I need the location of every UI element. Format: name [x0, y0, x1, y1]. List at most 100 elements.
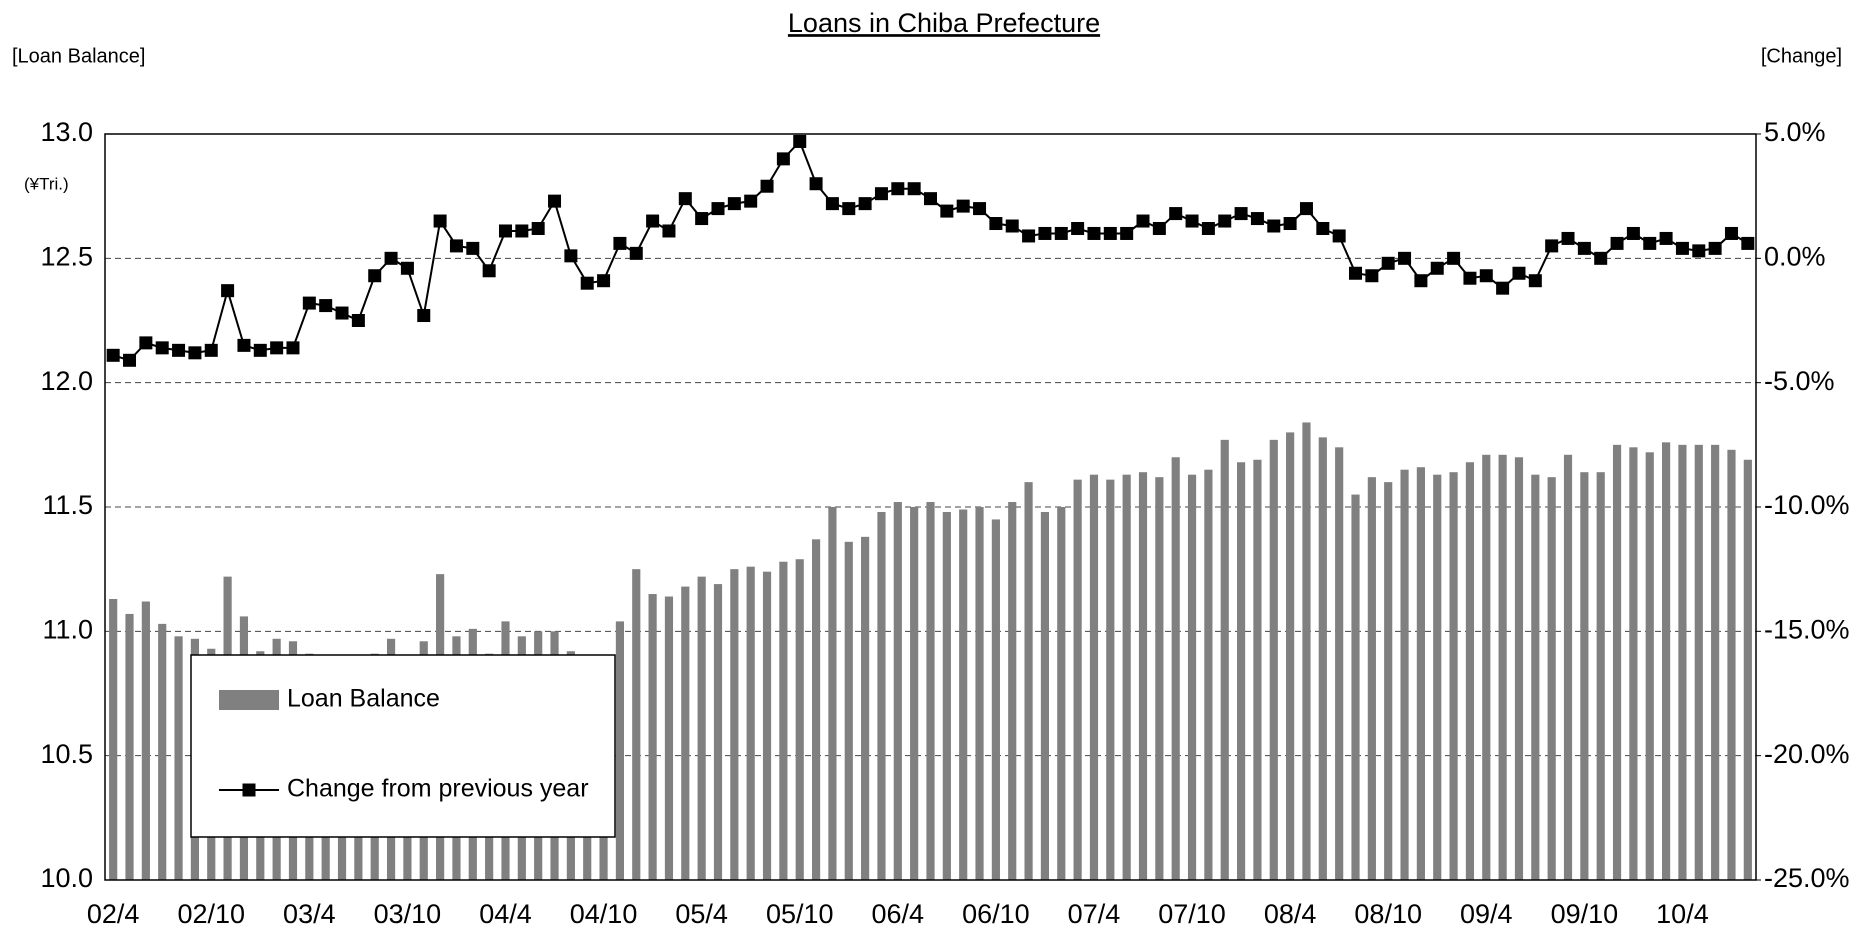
- point: [204, 343, 218, 357]
- point: [1071, 221, 1085, 235]
- point: [1152, 221, 1166, 235]
- bar: [1727, 449, 1736, 880]
- bar: [975, 507, 984, 880]
- point: [1250, 212, 1264, 226]
- point: [760, 179, 774, 193]
- point: [1381, 256, 1395, 270]
- point: [253, 343, 267, 357]
- point: [1463, 271, 1477, 285]
- point: [531, 221, 545, 235]
- y-tick-label: 11.5: [42, 490, 93, 520]
- bar: [158, 623, 167, 880]
- bar: [632, 569, 641, 880]
- y-tick-label: 13.0: [40, 117, 93, 147]
- point: [1724, 226, 1738, 240]
- legend-label: Loan Balance: [287, 685, 440, 713]
- bar: [1253, 459, 1262, 880]
- y-tick-label: 12.0: [40, 366, 93, 396]
- bar: [730, 569, 739, 880]
- bar: [959, 509, 968, 880]
- bar: [1596, 472, 1605, 880]
- point: [172, 343, 186, 357]
- bar: [861, 536, 870, 880]
- point: [727, 197, 741, 211]
- bar: [1073, 479, 1082, 880]
- point: [368, 269, 382, 283]
- point: [1594, 251, 1608, 265]
- point: [1741, 236, 1755, 250]
- bar: [1563, 454, 1573, 880]
- y-tick-label: 11.0: [42, 614, 93, 644]
- bar: [1122, 474, 1131, 880]
- point: [1103, 226, 1117, 240]
- legend-swatch: [219, 690, 279, 710]
- point: [580, 276, 594, 290]
- point: [1545, 239, 1559, 253]
- point: [1447, 251, 1461, 265]
- point: [1414, 274, 1428, 288]
- bar: [1498, 454, 1507, 880]
- point: [1512, 266, 1526, 280]
- point: [302, 296, 316, 310]
- point: [858, 197, 872, 211]
- point: [809, 177, 823, 191]
- y-tick-label: 10.5: [40, 739, 93, 769]
- bar: [141, 601, 150, 880]
- y2-tick-label: -15.0%: [1764, 614, 1850, 644]
- point: [1659, 231, 1673, 245]
- point: [221, 284, 235, 298]
- bar: [648, 594, 657, 880]
- x-tick-label: 02/4: [87, 899, 140, 929]
- legend-label: Change from previous year: [287, 775, 589, 803]
- point: [1234, 207, 1248, 221]
- bar: [1155, 477, 1164, 880]
- x-tick-label: 04/10: [570, 899, 638, 929]
- bar: [746, 566, 755, 880]
- point: [1005, 219, 1019, 233]
- legend-box: [190, 654, 616, 838]
- point: [1201, 221, 1215, 235]
- bar: [1057, 507, 1066, 880]
- point: [1087, 226, 1101, 240]
- bar: [1580, 472, 1589, 880]
- point: [482, 264, 496, 278]
- x-tick-label: 07/10: [1158, 899, 1226, 929]
- point: [842, 202, 856, 216]
- bar: [1416, 467, 1425, 880]
- bar: [1024, 482, 1033, 880]
- bar: [779, 561, 788, 880]
- point: [1610, 236, 1624, 250]
- bar: [1351, 494, 1360, 880]
- point: [270, 341, 284, 355]
- bar: [1645, 452, 1654, 880]
- point: [548, 194, 562, 208]
- point: [1479, 269, 1493, 283]
- bar: [174, 636, 183, 880]
- point: [1136, 214, 1150, 228]
- bar: [1531, 474, 1540, 880]
- point: [106, 348, 120, 362]
- bar: [1514, 457, 1524, 880]
- x-tick-label: 09/4: [1460, 899, 1513, 929]
- point: [1496, 281, 1510, 295]
- point: [1120, 226, 1134, 240]
- point: [597, 274, 611, 288]
- bar: [811, 539, 821, 880]
- bar: [615, 621, 625, 880]
- y2-tick-label: -25.0%: [1764, 863, 1850, 893]
- bar: [1400, 469, 1409, 880]
- point: [1561, 231, 1575, 245]
- bar: [1433, 474, 1442, 880]
- bar: [1220, 439, 1229, 880]
- point: [1675, 241, 1689, 255]
- point: [1708, 241, 1722, 255]
- point: [123, 353, 137, 367]
- bar: [1204, 469, 1213, 880]
- x-tick-label: 05/4: [675, 899, 728, 929]
- bar: [1678, 444, 1687, 880]
- bar: [1138, 472, 1148, 880]
- point: [384, 251, 398, 265]
- point: [1267, 219, 1281, 233]
- point: [498, 224, 512, 238]
- point: [1316, 221, 1330, 235]
